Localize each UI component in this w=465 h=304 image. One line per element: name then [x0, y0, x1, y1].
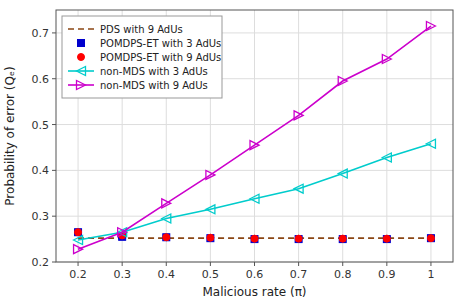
point: [294, 184, 303, 193]
point: [74, 236, 83, 245]
y-tick-label: 0.7: [32, 27, 50, 40]
point: [206, 170, 215, 179]
x-grid-line: [430, 10, 431, 262]
x-tick: [254, 262, 255, 266]
point: [295, 235, 302, 242]
x-tick: [210, 262, 211, 266]
point: [206, 205, 215, 214]
point: [74, 245, 83, 254]
x-tick-label: 0.3: [113, 268, 131, 281]
point: [427, 235, 434, 242]
y-grid-line: [56, 216, 453, 217]
point: [162, 199, 171, 208]
x-tick-label: 1: [427, 268, 434, 281]
x-tick: [298, 262, 299, 266]
point: [251, 235, 258, 242]
legend-label: non-MDS with 9 AdUs: [100, 80, 208, 91]
x-tick: [122, 262, 123, 266]
point: [207, 234, 214, 241]
point: [339, 236, 346, 243]
legend-box: [62, 16, 222, 98]
y-tick: [52, 78, 56, 79]
data-layer: [74, 22, 436, 254]
legend-swatch-line: [68, 70, 94, 72]
y-tick-label: 0.2: [32, 256, 50, 269]
legend-label: POMDPS-ET with 9 AdUs: [100, 52, 221, 63]
legend-swatch-marker: [77, 81, 86, 90]
x-grid-line: [342, 10, 343, 262]
point: [426, 139, 435, 148]
series: [74, 22, 436, 254]
x-tick-label: 0.7: [290, 268, 308, 281]
x-tick: [342, 262, 343, 266]
legend: PDS with 9 AdUs POMDPS-ET with 3 AdUs POMD…: [62, 16, 222, 98]
point: [382, 55, 391, 64]
y-tick: [52, 262, 56, 263]
y-axis-label: Probability of error (Qₑ): [3, 66, 17, 205]
point: [162, 214, 171, 223]
x-tick-label: 0.9: [378, 268, 396, 281]
plot-area: [56, 10, 453, 262]
point: [427, 235, 434, 242]
y-tick: [52, 32, 56, 33]
x-axis-label: Malicious rate (π): [202, 285, 306, 299]
legend-swatch-line: [68, 84, 94, 86]
legend-swatch-marker: [77, 67, 86, 76]
point: [75, 229, 82, 236]
x-tick: [386, 262, 387, 266]
point: [250, 141, 259, 150]
y-tick-label: 0.3: [32, 210, 50, 223]
x-grid-line: [386, 10, 387, 262]
x-tick-label: 0.2: [69, 268, 87, 281]
grid: [56, 10, 453, 262]
y-tick-label: 0.4: [32, 164, 50, 177]
y-grid-line: [56, 124, 453, 125]
point: [338, 77, 347, 86]
y-tick-label: 0.5: [32, 119, 50, 132]
y-tick: [52, 124, 56, 125]
point: [251, 236, 258, 243]
x-tick: [166, 262, 167, 266]
point: [383, 235, 390, 242]
plot-frame: [56, 10, 453, 262]
point: [163, 234, 170, 241]
y-grid-line: [56, 170, 453, 171]
x-tick-label: 0.4: [158, 268, 176, 281]
point: [383, 236, 390, 243]
x-tick-label: 0.6: [246, 268, 264, 281]
y-tick: [52, 216, 56, 217]
point: [426, 22, 435, 31]
legend-swatch-marker: [78, 54, 85, 61]
x-tick: [78, 262, 79, 266]
chart: 0.2 0.3 0.4 0.5 0.6 0.7 0.8 0.9 1 0.2 0.3 0.4 0.5 0.6…: [0, 0, 465, 304]
y-tick: [52, 170, 56, 171]
point: [207, 235, 214, 242]
x-grid-line: [254, 10, 255, 262]
point: [75, 229, 82, 236]
point: [163, 234, 170, 241]
point: [295, 236, 302, 243]
point: [250, 194, 259, 203]
legend-swatch-marker: [78, 40, 85, 47]
y-tick-label: 0.6: [32, 73, 50, 86]
legend-label: PDS with 9 AdUs: [100, 24, 183, 35]
legend-label: non-MDS with 3 AdUs: [100, 66, 208, 77]
x-tick-label: 0.5: [202, 268, 220, 281]
legend-label: POMDPS-ET with 3 AdUs: [100, 38, 221, 49]
point: [338, 169, 347, 178]
x-tick-label: 0.8: [334, 268, 352, 281]
x-tick: [430, 262, 431, 266]
point: [339, 235, 346, 242]
point: [294, 111, 303, 120]
legend-swatch-line: [68, 28, 94, 30]
point: [118, 228, 127, 237]
x-grid-line: [298, 10, 299, 262]
series-line: [78, 26, 431, 249]
point: [382, 153, 391, 162]
